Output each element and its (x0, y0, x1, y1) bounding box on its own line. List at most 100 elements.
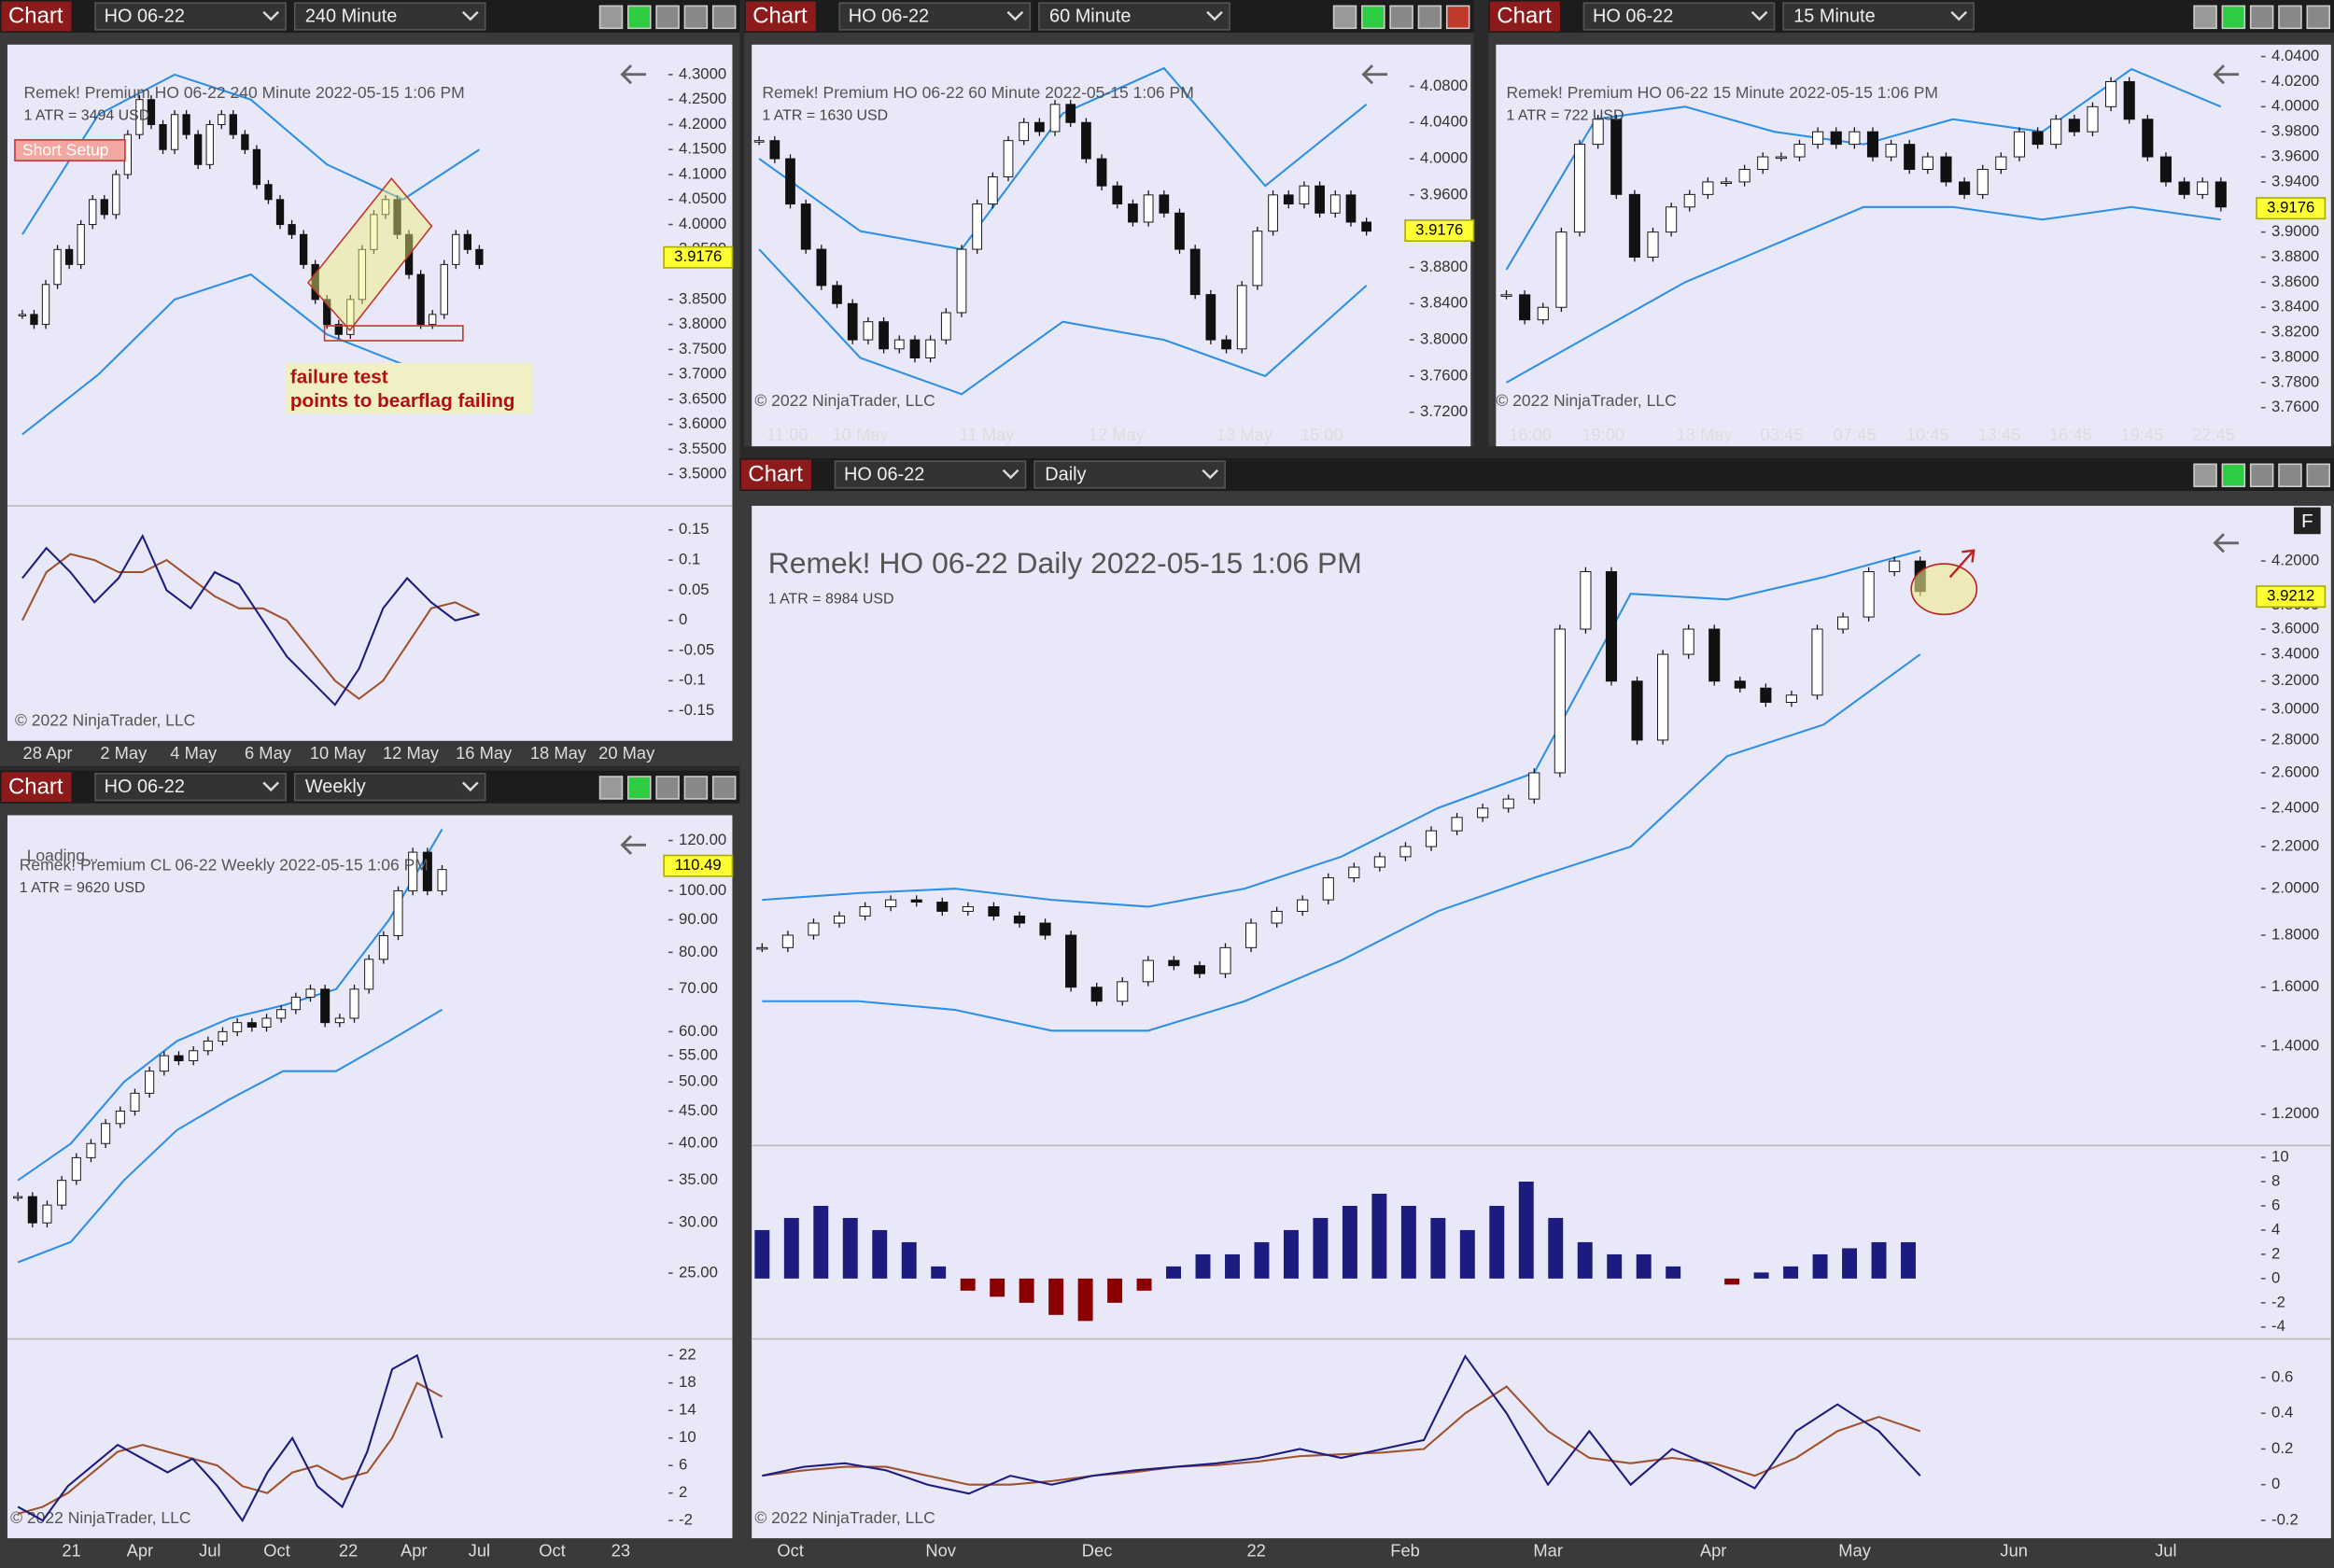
y-tick-label: 4.0400 (1420, 113, 1468, 131)
histogram-bar (1666, 1266, 1681, 1279)
x-tick-label: Jun (2000, 1540, 2028, 1560)
window-button[interactable] (1417, 5, 1442, 30)
instrument-dropdown[interactable] (834, 460, 1027, 489)
candle (323, 299, 331, 326)
back-arrow (620, 64, 646, 85)
candle (1348, 866, 1360, 878)
y-tick-label: 2.8000 (2271, 730, 2319, 748)
window-button[interactable] (598, 776, 624, 800)
candle (346, 299, 355, 335)
window-button[interactable] (2193, 5, 2217, 30)
candle (170, 114, 179, 150)
chart-title: Remek! Premium HO 06-22 15 Minute 2022-0… (1507, 83, 1939, 102)
candle (64, 248, 74, 265)
chart-tab[interactable] (741, 459, 811, 490)
candle (229, 114, 237, 135)
candle (86, 1142, 96, 1158)
histogram-bar (960, 1278, 976, 1291)
candle (1528, 772, 1540, 800)
instrument-label: HO 06-22 (105, 777, 185, 797)
fast-line (17, 1353, 443, 1523)
candle (1425, 830, 1438, 847)
candle (1631, 680, 1643, 741)
window-button[interactable] (683, 776, 709, 800)
window-button[interactable] (2278, 463, 2302, 488)
instrument-dropdown[interactable] (1582, 2, 1776, 31)
y-tick-label: 4.0000 (2271, 97, 2319, 115)
candle (77, 224, 85, 265)
note: points to bearflag failing (290, 390, 515, 412)
x-tick-label: Apr (401, 1540, 428, 1560)
dropdown-arrow (262, 10, 279, 21)
window-button[interactable] (2278, 5, 2302, 30)
window-button[interactable] (2249, 5, 2274, 30)
candle (1519, 294, 1531, 321)
candle (189, 1050, 199, 1061)
window-button[interactable] (2306, 463, 2331, 488)
window-button[interactable] (2193, 463, 2217, 488)
candle (1738, 169, 1750, 183)
y-tick-label: 3.8000 (2271, 347, 2319, 365)
y-tick-label: 3.9000 (2271, 222, 2319, 240)
last-price: 3.9176 (2267, 199, 2314, 217)
candle (863, 321, 874, 341)
candle (2050, 119, 2062, 146)
candle (832, 285, 842, 304)
y-tick-label: 1.6000 (2271, 977, 2319, 995)
histogram-bar (813, 1205, 829, 1279)
window-button[interactable] (2221, 5, 2246, 30)
window-button[interactable] (2249, 463, 2274, 488)
window-button[interactable] (627, 5, 652, 30)
interval-dropdown[interactable] (1033, 460, 1226, 489)
window-button[interactable] (1389, 5, 1413, 30)
instrument-dropdown[interactable] (94, 773, 287, 802)
y-tick-label: 100.00 (679, 881, 726, 899)
window-button[interactable] (683, 5, 709, 30)
candle (910, 899, 922, 903)
candle (753, 140, 765, 143)
chart-tab[interactable] (1489, 1, 1560, 32)
dropdown-arrow (1006, 10, 1024, 21)
candle (135, 99, 144, 135)
candle (1537, 306, 1549, 321)
histogram-bar (1166, 1266, 1182, 1279)
y-tick-label: 3.9400 (2271, 172, 2319, 189)
candle (936, 902, 949, 912)
window-button[interactable] (655, 776, 680, 800)
instrument-dropdown[interactable] (94, 2, 287, 31)
window-button[interactable] (2306, 5, 2331, 30)
interval-dropdown[interactable] (1782, 2, 1975, 31)
y-tick-label: 10 (2271, 1147, 2289, 1165)
chart-tab[interactable] (1, 772, 72, 803)
window-button[interactable] (2221, 463, 2246, 488)
interval-label: Weekly (305, 777, 366, 797)
candle (1775, 156, 1787, 160)
x-tick-label: 16:45 (2049, 425, 2092, 444)
window-button[interactable] (598, 5, 624, 30)
fast-line (762, 1354, 1921, 1495)
interval-dropdown[interactable] (293, 2, 486, 31)
window-button[interactable] (1445, 5, 1470, 30)
interval-dropdown[interactable] (293, 773, 486, 802)
window-button[interactable] (711, 5, 737, 30)
window-button[interactable] (655, 5, 680, 30)
chart-tab[interactable] (1, 1, 72, 32)
window-button[interactable] (1361, 5, 1385, 30)
candle (1573, 144, 1586, 233)
y-tick-label: 3.8600 (2271, 273, 2319, 290)
f-button[interactable] (2293, 507, 2321, 535)
candle (1039, 922, 1051, 936)
interval-dropdown[interactable] (1038, 2, 1230, 31)
x-tick-label: 11:00 (766, 425, 808, 444)
window-button[interactable] (711, 776, 737, 800)
histogram-bar (1048, 1278, 1064, 1315)
y-tick-label: 0.6 (2271, 1367, 2293, 1385)
x-tick-label: 03:45 (1761, 425, 1804, 444)
window-button[interactable] (1332, 5, 1357, 30)
chart-tab[interactable] (745, 1, 816, 32)
x-tick-label: 12 May (383, 743, 440, 763)
instrument-dropdown[interactable] (838, 2, 1032, 31)
y-tick-label: 2 (679, 1483, 687, 1501)
window-button[interactable] (627, 776, 652, 800)
candle (1361, 221, 1372, 232)
